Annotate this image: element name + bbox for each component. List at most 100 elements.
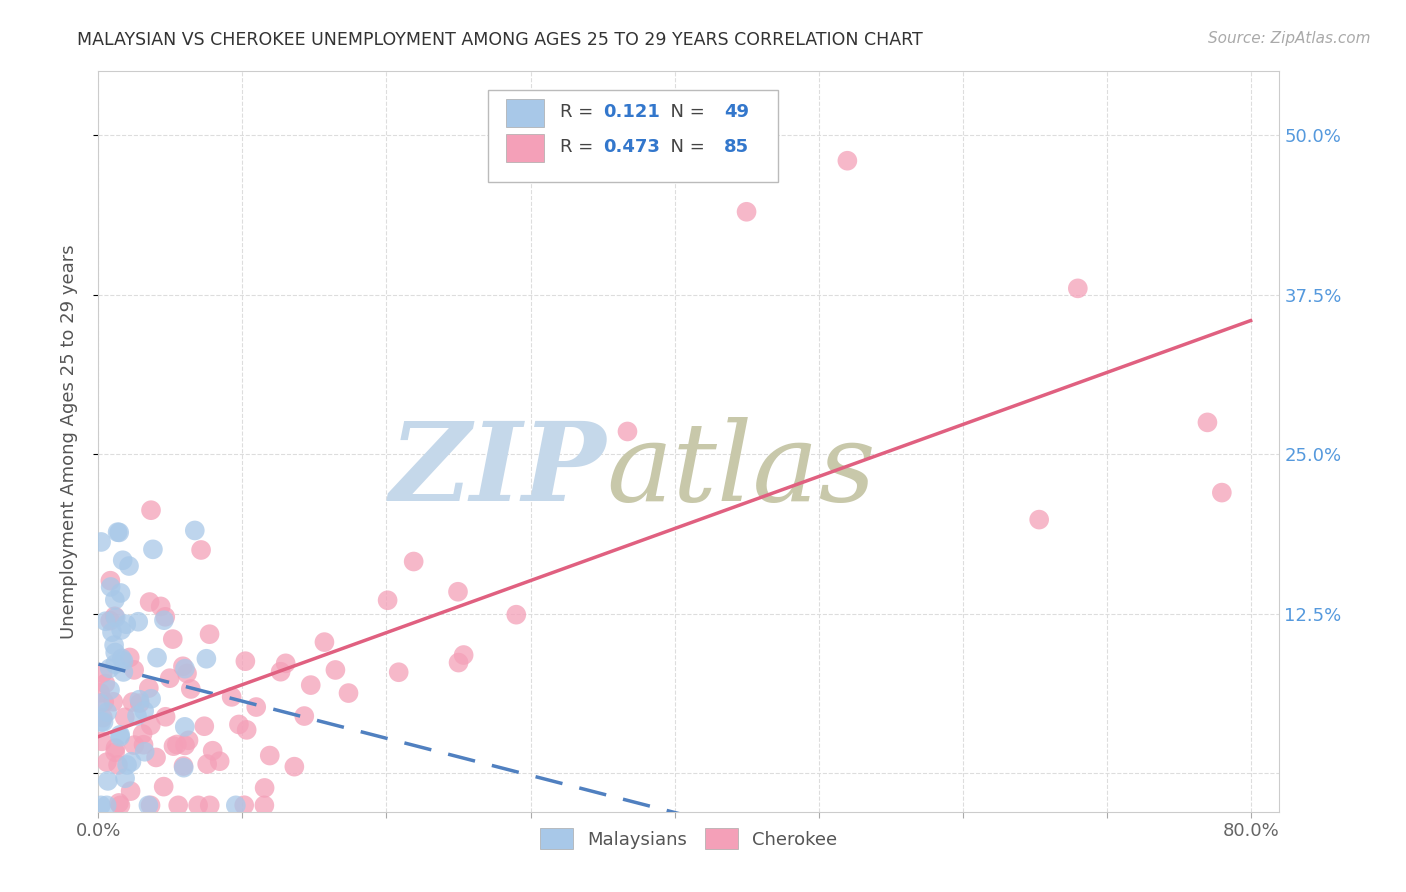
Point xyxy=(122,663,145,677)
Point xyxy=(235,723,257,737)
Point xyxy=(98,614,121,628)
Point xyxy=(299,678,322,692)
Point xyxy=(110,623,132,637)
Point xyxy=(166,738,188,752)
Point xyxy=(505,607,527,622)
Text: R =: R = xyxy=(560,138,599,156)
Point xyxy=(337,686,360,700)
Point xyxy=(195,757,218,772)
Point xyxy=(128,696,150,710)
Point xyxy=(184,524,207,538)
Point xyxy=(139,798,162,813)
Point xyxy=(152,780,174,794)
Point xyxy=(176,666,198,681)
Point xyxy=(142,542,165,557)
Point xyxy=(274,657,297,671)
Point xyxy=(225,798,247,813)
Point xyxy=(111,651,134,665)
Point xyxy=(1211,485,1233,500)
Point xyxy=(837,153,859,168)
Point xyxy=(91,711,114,725)
Point xyxy=(90,798,112,813)
Point xyxy=(228,717,250,731)
Point xyxy=(292,709,315,723)
Point xyxy=(93,714,115,729)
Point xyxy=(146,650,169,665)
Point xyxy=(173,720,195,734)
Point xyxy=(139,503,162,517)
Point xyxy=(198,798,221,813)
Text: 0.473: 0.473 xyxy=(603,138,659,156)
Point xyxy=(138,798,160,813)
Point xyxy=(96,705,118,719)
Point xyxy=(174,662,197,676)
Point xyxy=(90,535,112,549)
Point xyxy=(124,738,146,752)
Point xyxy=(89,696,111,710)
Point xyxy=(172,759,194,773)
Text: MALAYSIAN VS CHEROKEE UNEMPLOYMENT AMONG AGES 25 TO 29 YEARS CORRELATION CHART: MALAYSIAN VS CHEROKEE UNEMPLOYMENT AMONG… xyxy=(77,31,924,49)
Point xyxy=(198,627,221,641)
Point xyxy=(111,553,134,567)
Point xyxy=(138,681,160,695)
Point xyxy=(94,676,117,690)
Point xyxy=(128,692,150,706)
Point xyxy=(114,710,136,724)
Point xyxy=(139,691,162,706)
Text: R =: R = xyxy=(560,103,599,121)
Point xyxy=(153,613,176,627)
Point xyxy=(1028,513,1050,527)
Point xyxy=(195,652,218,666)
Text: 85: 85 xyxy=(724,138,749,156)
Point xyxy=(190,543,212,558)
Point xyxy=(253,780,276,795)
Point xyxy=(118,650,141,665)
Point xyxy=(97,773,120,788)
Point xyxy=(90,734,112,748)
Bar xyxy=(506,134,544,161)
Point xyxy=(233,798,256,813)
Point xyxy=(221,690,243,704)
Point xyxy=(447,656,470,670)
Bar xyxy=(506,99,544,127)
Point xyxy=(98,682,121,697)
Y-axis label: Unemployment Among Ages 25 to 29 years: Unemployment Among Ages 25 to 29 years xyxy=(59,244,77,639)
Point xyxy=(127,615,149,629)
Point xyxy=(180,681,202,696)
Point xyxy=(134,704,156,718)
Point xyxy=(167,798,190,813)
Point xyxy=(96,798,118,813)
Point xyxy=(107,758,129,772)
Point xyxy=(120,784,142,798)
Text: 0.121: 0.121 xyxy=(603,103,659,121)
Point xyxy=(104,745,127,759)
Point xyxy=(96,755,118,769)
Point xyxy=(100,580,122,594)
Point xyxy=(173,761,195,775)
Point xyxy=(187,798,209,813)
Point xyxy=(110,798,132,813)
Point xyxy=(101,625,124,640)
Point xyxy=(104,657,127,672)
Point xyxy=(121,755,143,769)
Point xyxy=(103,695,125,709)
Point xyxy=(201,744,224,758)
Point xyxy=(131,727,153,741)
Point xyxy=(283,759,305,773)
Point xyxy=(91,666,114,681)
Legend: Malaysians, Cherokee: Malaysians, Cherokee xyxy=(536,822,842,855)
Point xyxy=(104,609,127,624)
Point xyxy=(132,738,155,752)
Point xyxy=(155,609,177,624)
Point xyxy=(108,796,131,810)
Point xyxy=(108,728,131,742)
Point xyxy=(100,574,122,588)
Point xyxy=(270,665,292,679)
Point xyxy=(118,559,141,574)
Point xyxy=(172,659,194,673)
Point xyxy=(159,671,181,685)
Point xyxy=(447,584,470,599)
Point xyxy=(235,654,257,668)
Point xyxy=(145,750,167,764)
Point xyxy=(115,617,138,632)
